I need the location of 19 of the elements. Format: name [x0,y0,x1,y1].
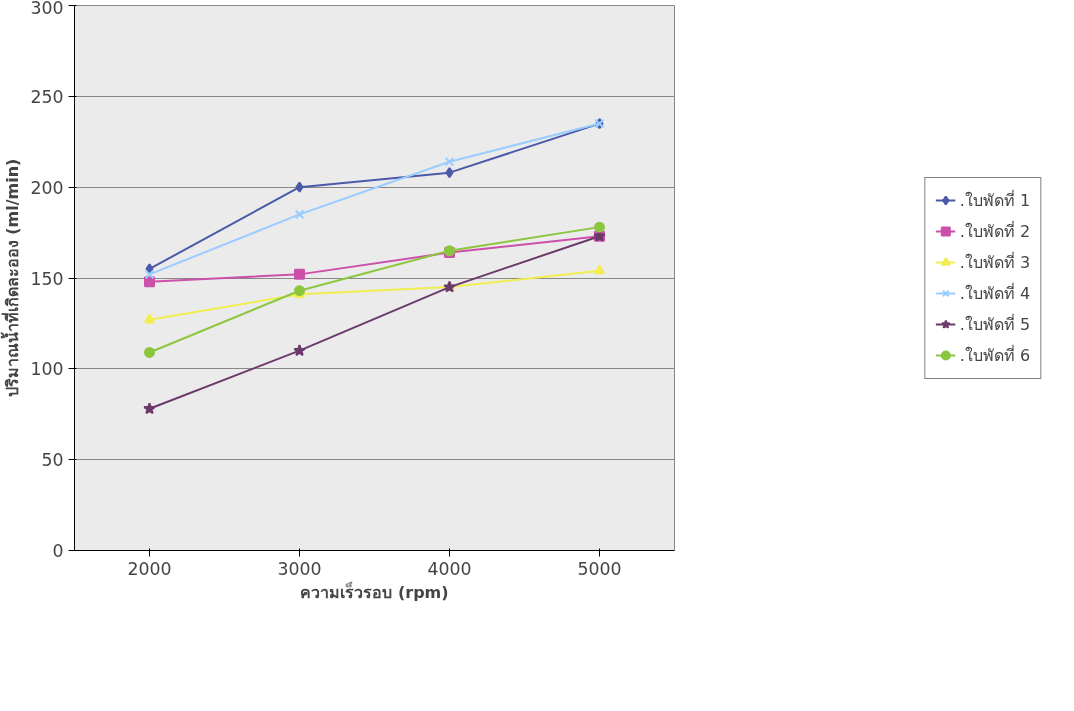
x-tick-label: 3000 [277,558,322,579]
x-tick-label: 4000 [427,558,472,579]
legend-label: .ใบพัดที่ 6 [959,344,1031,367]
legend-label: .ใบพัดที่ 5 [959,313,1031,336]
y-axis-title: ปริมาณน้ำที่เกิดละออง (ml/min) [0,158,23,398]
y-tick-label: 50 [41,450,64,471]
y-tick-label: 0 [52,541,64,561]
y-tick-label: 250 [30,86,64,107]
x-tick-label: 5000 [577,558,622,579]
x-tick-label: 2000 [127,558,172,579]
legend-label: .ใบพัดที่ 4 [959,282,1031,305]
y-tick-label: 100 [30,359,64,380]
legend-label: .ใบพัดที่ 3 [959,251,1031,274]
y-tick-label: 150 [30,268,64,289]
y-tick-label: 300 [30,0,64,18]
legend-label: .ใบพัดที่ 1 [959,189,1031,212]
legend-label: .ใบพัดที่ 2 [959,220,1031,243]
y-tick-label: 200 [30,177,64,198]
x-axis-title: ความเร็วรอบ (rpm) [300,580,449,602]
